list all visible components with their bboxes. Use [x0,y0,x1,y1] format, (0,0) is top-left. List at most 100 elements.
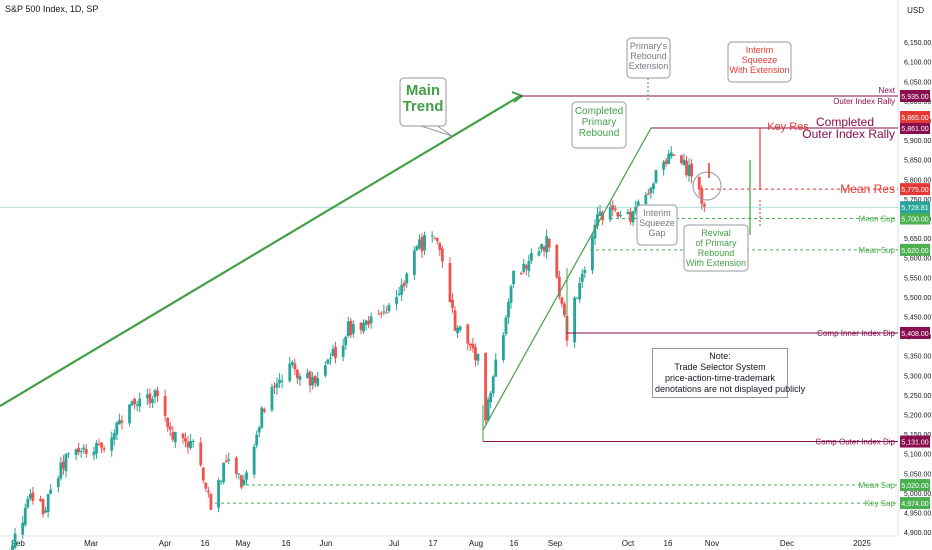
candle-body [563,303,566,316]
candle-body [545,236,549,253]
y-tick-label: 5,200.00 [904,412,931,419]
candle-body [405,273,409,284]
candle-body [151,398,154,403]
candle-body [206,490,210,493]
y-tick-label: 5,350.00 [904,354,931,361]
y-tick-label: 5,750.00 [904,197,931,204]
note-line-2: price-action-time-trademark [664,373,776,383]
candle-body [662,161,666,170]
x-tick-label: 2025 [853,539,871,548]
candle-body [542,246,546,251]
candle-body [593,224,597,239]
completed-rebound-annotation-text: Primary [582,117,616,128]
candle-body [369,316,373,324]
candle-body [153,390,157,398]
level-label: Outer Index Rally [833,97,895,106]
candle-body [329,358,332,360]
price-tag [900,122,930,134]
candle-body [308,371,312,386]
candle-body [275,383,279,388]
price-tag [900,435,930,448]
x-tick-label: Mar [84,539,98,548]
candle-body [575,297,579,299]
candle-body [448,263,452,303]
candle-body [199,442,203,466]
y-tick-label: 5,600.00 [904,256,931,263]
interim-squeeze-annotation-text: Squeeze [742,55,778,65]
candle-body [468,343,472,346]
price-tag [900,326,930,339]
x-tick-label: Jul [389,539,399,548]
candle-body [351,323,355,334]
candle-body [430,235,434,237]
candle-body [130,401,134,406]
candle-body [364,320,368,325]
candle-body [135,404,139,406]
candle-body [84,449,88,454]
candle-body [435,238,439,242]
candle-body [270,386,274,411]
note-line-1: Trade Selector System [674,362,766,372]
candle-body [224,460,228,462]
candle-body [260,407,264,428]
candle-body [273,385,276,388]
candle-body [555,244,559,278]
price-tag-value: 5,775.00 [901,187,928,194]
candle-body [598,211,602,217]
candle-body [524,265,528,269]
candle-body [145,394,149,399]
x-tick-label: 16 [664,539,673,548]
x-tick-label: Feb [11,539,25,548]
candle-body [654,170,658,183]
candle-body [438,243,442,251]
x-tick-label: Nov [705,539,719,548]
interim-squeeze-annotation-text: With Extension [729,65,789,75]
candle-body [290,361,294,365]
candle-body [649,187,653,194]
candle-body [13,533,17,548]
price-tag-value: 5,861.00 [901,126,928,133]
candle-body [326,359,330,364]
candle-body [491,376,495,394]
price-tag-value: 5,865.00 [901,115,928,122]
candle-body [112,433,116,440]
candle-body [191,441,195,443]
level-label: Comp Outer Index Dip [815,438,895,447]
y-tick-label: 5,550.00 [904,275,931,282]
x-tick-label: Sep [548,539,563,548]
main-trend-annotation-text: Trend [403,98,444,115]
candle-body [519,272,523,274]
price-tag [900,212,930,225]
main-trend-callout-tail [417,124,453,137]
candle-body [456,327,460,334]
y-tick-label: 5,000.00 [904,491,931,498]
x-tick-label: Aug [469,539,483,548]
candle-body [311,377,315,386]
revival-annotation-text: Revival [701,228,731,238]
candle-body [49,489,53,494]
candle-body [397,293,401,295]
candle-body [341,345,345,357]
candle-body [128,404,131,424]
candle-body [56,478,60,488]
completed-rebound-annotation-text: Completed [575,106,623,117]
level-label: Mean Sup [859,215,896,224]
candle-body [504,317,508,335]
candle-body [669,152,673,157]
candle-body [278,379,281,384]
candle-body [166,417,170,427]
candle-body [316,378,320,386]
level-label: Mean Sup [859,481,896,490]
candle-body [400,284,404,295]
candle-body [644,194,648,205]
candle-body [209,494,213,510]
candle-body [11,545,14,550]
candle-body [418,239,421,249]
y-tick-label: 5,650.00 [904,236,931,243]
candle-body [120,420,124,423]
rebound-extension-annotation-text: Primary's [630,41,668,51]
main-trend-annotation-text: Main [406,82,440,99]
candle-body [82,447,86,450]
candle-body [23,507,27,525]
